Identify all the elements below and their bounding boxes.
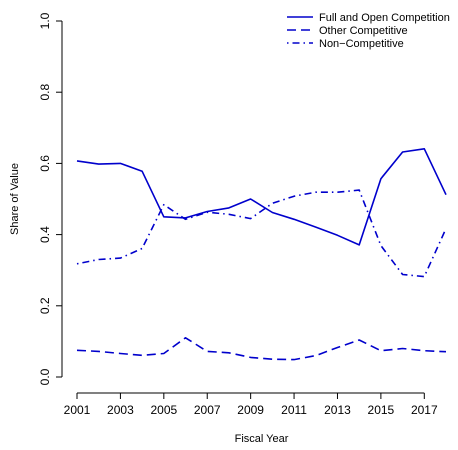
series-line-2 <box>76 336 447 361</box>
y-tick-label: 0.6 <box>38 155 52 172</box>
series-line-1 <box>76 148 447 246</box>
x-tick-label: 2007 <box>194 403 221 417</box>
y-tick-label: 0.8 <box>38 84 52 101</box>
x-tick-label: 2015 <box>368 403 395 417</box>
y-tick-label: 0.0 <box>38 368 52 385</box>
y-axis-title: Share of Value <box>9 163 21 235</box>
x-tick-label: 2001 <box>64 403 91 417</box>
legend-label: Full and Open Competition <box>319 12 450 24</box>
y-tick-label: 1.0 <box>38 12 52 29</box>
x-axis-title: Fiscal Year <box>235 433 289 445</box>
y-tick-label: 0.4 <box>38 226 52 243</box>
y-tick-label: 0.2 <box>38 297 52 314</box>
x-tick-label: 2003 <box>107 403 134 417</box>
series-group <box>76 148 447 361</box>
x-tick-label: 2017 <box>411 403 438 417</box>
legend-label: Other Competitive <box>319 25 408 37</box>
legend-label: Non−Competitive <box>319 38 404 50</box>
x-tick-label: 2013 <box>324 403 351 417</box>
x-tick-label: 2011 <box>281 403 307 417</box>
series-line-3 <box>76 189 447 278</box>
x-tick-label: 2005 <box>150 403 177 417</box>
x-tick-label: 2009 <box>237 403 264 417</box>
axes: 2001 2003 2005 2007 2009 2011 2013 2015 2017 0.0 0… <box>38 12 438 417</box>
